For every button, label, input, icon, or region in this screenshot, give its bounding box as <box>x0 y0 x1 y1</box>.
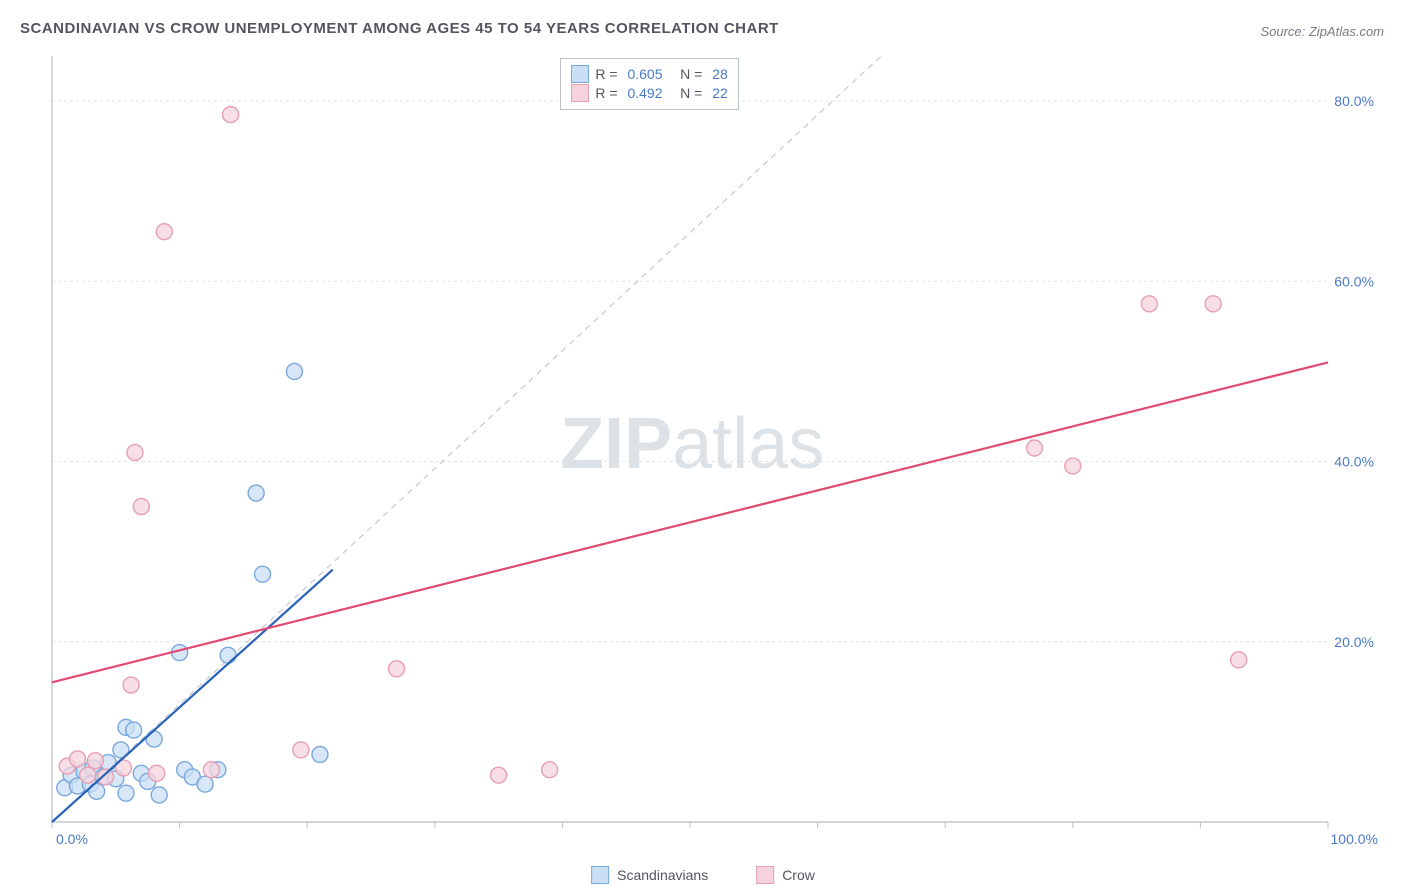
legend-n-value: 28 <box>712 65 728 84</box>
legend-r-label: R = <box>595 65 621 84</box>
legend-n-label: N = <box>669 65 707 84</box>
data-point <box>151 787 167 803</box>
data-point <box>1231 652 1247 668</box>
data-point <box>223 107 239 123</box>
data-point <box>87 753 103 769</box>
svg-text:20.0%: 20.0% <box>1334 634 1374 650</box>
source-label: Source: ZipAtlas.com <box>1260 24 1384 39</box>
legend-swatch <box>756 866 774 884</box>
legend-item: Scandinavians <box>591 866 708 884</box>
data-point <box>98 769 114 785</box>
data-point <box>156 224 172 240</box>
legend-r-value: 0.605 <box>627 65 662 84</box>
data-point <box>204 762 220 778</box>
data-point <box>1027 440 1043 456</box>
chart-area: 20.0%40.0%60.0%80.0%0.0%100.0%ZIPatlas <box>50 52 1388 852</box>
legend-label: Scandinavians <box>617 867 708 883</box>
legend-row: R = 0.492 N = 22 <box>571 84 727 103</box>
data-point <box>126 722 142 738</box>
data-point <box>542 762 558 778</box>
legend-swatch <box>591 866 609 884</box>
data-point <box>133 499 149 515</box>
correlation-legend: R = 0.605 N = 28R = 0.492 N = 22 <box>560 58 738 110</box>
legend-row: R = 0.605 N = 28 <box>571 65 727 84</box>
chart-title: SCANDINAVIAN VS CROW UNEMPLOYMENT AMONG … <box>20 20 779 37</box>
svg-text:60.0%: 60.0% <box>1334 273 1374 289</box>
svg-text:40.0%: 40.0% <box>1334 454 1374 470</box>
legend-n-label: N = <box>669 84 707 103</box>
data-point <box>149 765 165 781</box>
legend-swatch <box>571 84 589 102</box>
legend-label: Crow <box>782 867 815 883</box>
legend-r-value: 0.492 <box>627 84 662 103</box>
legend-swatch <box>571 65 589 83</box>
data-point <box>70 751 86 767</box>
data-point <box>220 647 236 663</box>
data-point <box>1141 296 1157 312</box>
data-point <box>1205 296 1221 312</box>
data-point <box>286 363 302 379</box>
scatter-chart: 20.0%40.0%60.0%80.0%0.0%100.0%ZIPatlas <box>50 52 1388 852</box>
legend-n-value: 22 <box>712 84 728 103</box>
data-point <box>118 785 134 801</box>
data-point <box>1065 458 1081 474</box>
data-point <box>255 566 271 582</box>
data-point <box>389 661 405 677</box>
series-legend: Scandinavians Crow <box>591 866 815 884</box>
data-point <box>293 742 309 758</box>
svg-text:80.0%: 80.0% <box>1334 93 1374 109</box>
data-point <box>197 776 213 792</box>
legend-r-label: R = <box>595 84 621 103</box>
svg-text:0.0%: 0.0% <box>56 831 88 847</box>
data-point <box>123 677 139 693</box>
data-point <box>248 485 264 501</box>
data-point <box>312 746 328 762</box>
svg-text:100.0%: 100.0% <box>1331 831 1378 847</box>
data-point <box>491 767 507 783</box>
legend-item: Crow <box>756 866 815 884</box>
data-point <box>127 445 143 461</box>
data-point <box>80 767 96 783</box>
data-point <box>146 731 162 747</box>
